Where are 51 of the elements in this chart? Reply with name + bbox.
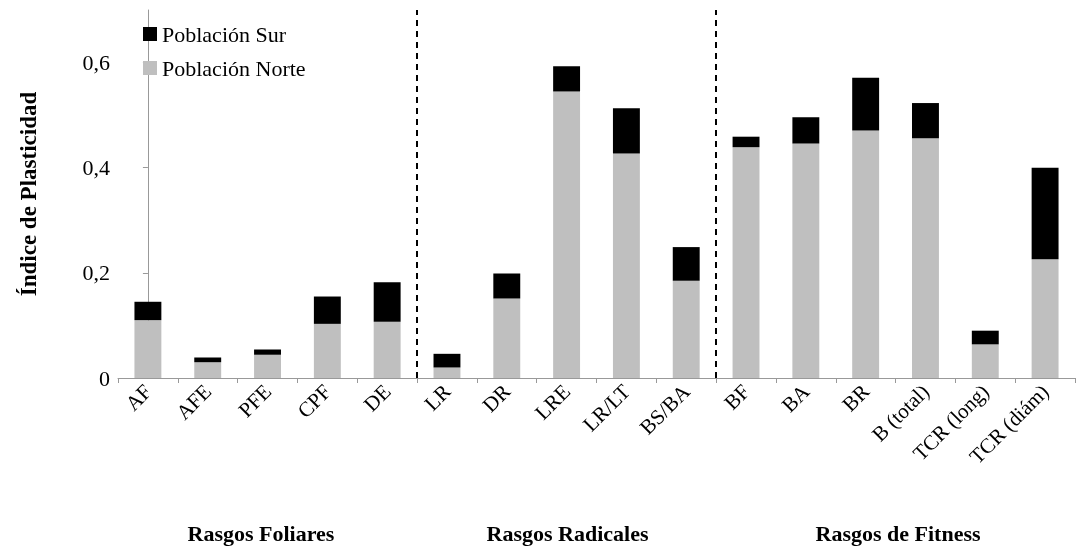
- x-tick-label: BA: [776, 379, 815, 418]
- x-tick-label: DR: [477, 379, 516, 418]
- bar: [732, 147, 760, 378]
- bar: [852, 130, 880, 378]
- bar: [1031, 167, 1059, 260]
- bar: [672, 247, 700, 281]
- bar: [732, 136, 760, 148]
- x-tick-label: LR: [419, 379, 456, 416]
- bar: [134, 320, 162, 378]
- bar: [493, 298, 521, 378]
- y-tick-label: 0,2: [82, 260, 110, 286]
- bar: [553, 91, 581, 378]
- bar: [672, 280, 700, 378]
- x-tick-label: AF: [120, 379, 157, 416]
- x-tick-label: BR: [837, 379, 875, 417]
- x-tick-label: BF: [719, 379, 755, 415]
- y-axis-title: Índice de Plasticidad: [16, 91, 41, 297]
- bar: [912, 138, 939, 378]
- legend-label: Población Norte: [162, 55, 306, 81]
- bar: [254, 349, 281, 355]
- bar: [612, 108, 640, 154]
- bar: [254, 354, 281, 378]
- text: Rasgos Radicales: [486, 520, 649, 546]
- y-tick-label: 0,4: [82, 155, 110, 181]
- x-tick-label: DE: [358, 379, 396, 417]
- bar: [194, 357, 222, 363]
- y-tick-label: 0: [99, 365, 110, 391]
- bar: [792, 143, 820, 378]
- bar: [553, 66, 581, 92]
- bar: [433, 353, 461, 368]
- bar: [971, 344, 999, 378]
- text: Rasgos de Fitness: [815, 520, 982, 546]
- bar: [852, 77, 880, 131]
- bar: [433, 367, 461, 378]
- bar: [313, 323, 341, 378]
- bar: [373, 282, 401, 322]
- bar: [971, 330, 999, 345]
- bar: [792, 117, 820, 144]
- legend-label: Población Sur: [162, 21, 287, 47]
- bar: [912, 103, 939, 139]
- y-tick-label: 0,6: [82, 50, 110, 76]
- bar: [373, 321, 401, 378]
- x-tick-label: CPF: [292, 379, 336, 423]
- bar: [612, 153, 640, 378]
- x-tick-label: PFE: [233, 379, 277, 423]
- bar: [493, 273, 521, 299]
- bar: [313, 296, 341, 324]
- bar: [134, 301, 162, 321]
- text: Rasgos Foliares: [187, 520, 335, 546]
- bar: [1031, 259, 1059, 378]
- bar: [194, 362, 222, 378]
